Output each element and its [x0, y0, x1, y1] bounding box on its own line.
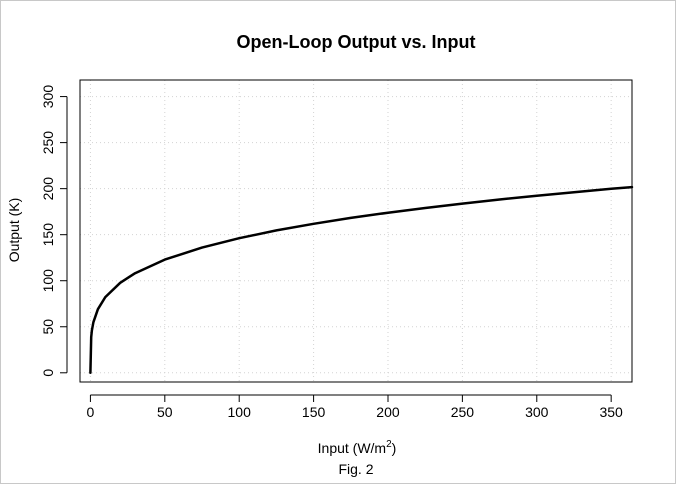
- y-tick-label: 0: [40, 369, 56, 377]
- y-tick-label: 200: [40, 177, 56, 201]
- x-tick-label: 150: [302, 404, 326, 420]
- y-axis: 0 50 100 150 200 250 300: [40, 85, 68, 377]
- series-layer: [89, 185, 634, 375]
- x-axis-label: Input (W/m2): [318, 439, 397, 456]
- x-axis-label-superscript: 2: [386, 439, 392, 450]
- x-tick-label: 50: [157, 404, 173, 420]
- y-tick-label: 150: [40, 223, 56, 247]
- x-tick-label: 300: [525, 404, 549, 420]
- chart-title: Open-Loop Output vs. Input: [237, 32, 476, 52]
- x-tick-label: 350: [599, 404, 623, 420]
- plot-border: [79, 79, 633, 383]
- grid: [80, 80, 632, 382]
- y-axis-label: Output (K): [6, 198, 22, 263]
- x-tick-label: 100: [228, 404, 252, 420]
- x-axis: 0 50 100 150 200 250 300 350: [87, 394, 623, 420]
- x-axis-label-text: Input (W/m: [318, 440, 386, 456]
- x-tick-label: 0: [87, 404, 95, 420]
- x-tick-label: 200: [376, 404, 400, 420]
- y-tick-label: 100: [40, 269, 56, 293]
- y-tick-label: 50: [40, 319, 56, 335]
- x-tick-label: 250: [451, 404, 475, 420]
- y-tick-label: 300: [40, 85, 56, 109]
- figure-caption: Fig. 2: [338, 461, 373, 477]
- x-axis-label-close: ): [392, 440, 397, 456]
- y-tick-label: 250: [40, 131, 56, 155]
- series-line: [89, 185, 634, 375]
